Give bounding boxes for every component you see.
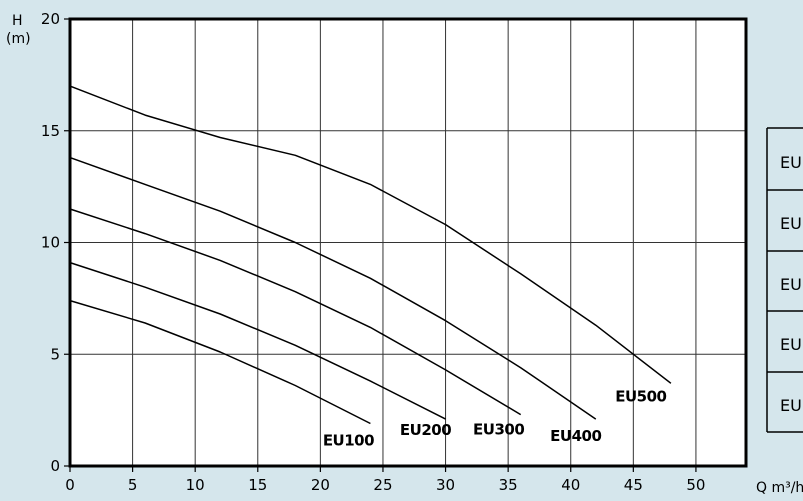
- y-axis-title-line1: H: [12, 13, 23, 29]
- y-tick-label: 5: [50, 345, 60, 363]
- x-tick-label: 25: [373, 476, 392, 494]
- x-tick-label: 50: [686, 476, 705, 494]
- y-tick-label: 10: [41, 234, 60, 252]
- legend-entry: EU: [780, 153, 802, 172]
- y-tick-label: 15: [41, 122, 60, 140]
- x-tick-labels: 0 5 10 15 20 25 30 35 40 45 50: [65, 476, 705, 494]
- x-tick-label: 5: [128, 476, 138, 494]
- x-axis-title: Q m³/h: [756, 480, 803, 496]
- series-label-eu200: EU200: [400, 421, 451, 439]
- series-label-eu300: EU300: [473, 421, 524, 439]
- y-axis-title-line2: (m): [6, 31, 31, 47]
- x-tick-label: 10: [186, 476, 205, 494]
- legend-entry: EU: [780, 396, 802, 415]
- legend-entry: EU: [780, 214, 802, 233]
- x-tick-label: 20: [311, 476, 330, 494]
- x-tick-label: 40: [561, 476, 580, 494]
- legend-entry: EU: [780, 275, 802, 294]
- series-label-eu100: EU100: [323, 432, 374, 450]
- series-label-eu400: EU400: [550, 427, 601, 445]
- x-tick-label: 45: [624, 476, 643, 494]
- x-tick-label: 35: [499, 476, 518, 494]
- y-tick-labels: 0 5 10 15 20: [41, 10, 60, 475]
- series-label-eu500: EU500: [615, 387, 666, 405]
- y-tick-label: 0: [50, 457, 60, 475]
- x-tick-label: 30: [436, 476, 455, 494]
- x-tick-label: 0: [65, 476, 75, 494]
- y-tick-label: 20: [41, 10, 60, 28]
- x-tick-label: 15: [248, 476, 267, 494]
- legend-entry: EU: [780, 335, 802, 354]
- legend-table: EU EU EU EU EU: [767, 128, 803, 432]
